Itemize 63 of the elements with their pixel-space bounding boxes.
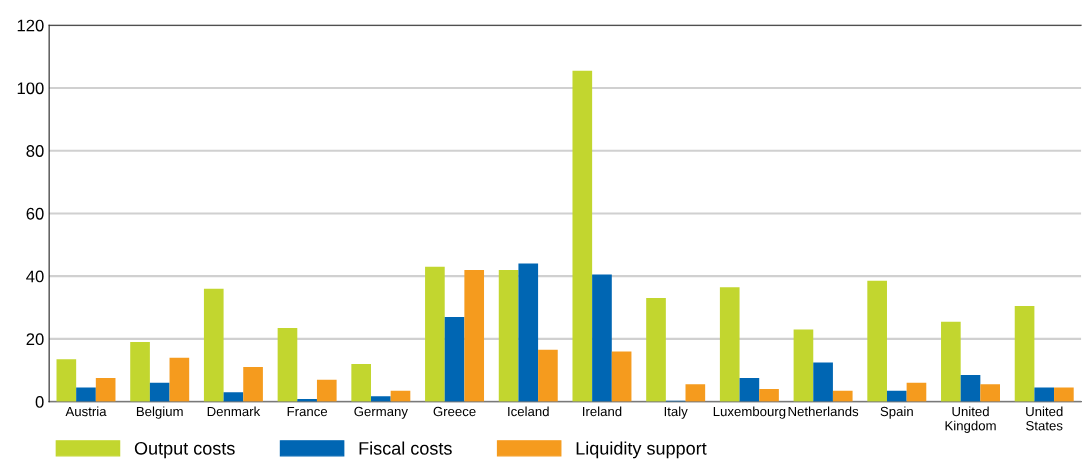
y-tick-label: 80: [26, 145, 44, 157]
bar: [169, 357, 190, 402]
y-tick-label: 0: [35, 396, 44, 408]
x-tick-label: Netherlands: [788, 406, 859, 417]
legend-label: Liquidity support: [576, 441, 707, 459]
x-tick-label: Luxembourg: [713, 406, 786, 419]
x-tick-label: Austria: [65, 406, 107, 417]
bar: [980, 384, 1000, 402]
bar: [685, 384, 706, 402]
x-tick-label: Spain: [880, 406, 913, 419]
bar: [95, 378, 116, 402]
x-tick-label: Iceland: [508, 406, 549, 417]
y-tick-label: 60: [26, 207, 44, 220]
bar: [498, 269, 519, 402]
legend-label: Fiscal costs: [359, 441, 452, 455]
bar: [793, 329, 814, 402]
x-tick-label: United Kingdom: [945, 406, 996, 433]
bar: [1054, 387, 1074, 402]
bar: [592, 274, 612, 402]
bar: [444, 316, 465, 402]
bar: [1034, 387, 1055, 402]
bar: [277, 327, 298, 402]
bar: [611, 351, 632, 402]
bar: [941, 321, 961, 402]
bar: [203, 288, 224, 402]
bar: [130, 342, 150, 402]
bar: [906, 382, 927, 402]
x-tick-label: Belgium: [136, 406, 183, 419]
bar: [1014, 305, 1035, 402]
bar: [960, 374, 981, 402]
bar: [867, 280, 887, 402]
bar: [316, 379, 337, 402]
bar: [886, 390, 907, 402]
bar: [464, 269, 485, 402]
x-tick-label: France: [287, 406, 328, 417]
x-tick-label: United States: [1026, 406, 1063, 431]
bar: [223, 392, 244, 402]
bar: [425, 266, 445, 402]
bar: [759, 389, 779, 402]
bar: [739, 378, 760, 402]
x-tick-label: Germany: [354, 406, 408, 419]
x-tick-label: Ireland: [583, 406, 622, 417]
bar: [371, 396, 391, 402]
legend-label: Output costs: [134, 441, 235, 459]
y-tick-label: 20: [26, 333, 44, 346]
bar: [572, 70, 593, 402]
bar: [646, 298, 666, 402]
y-tick-label: 100: [17, 82, 44, 95]
bar: [76, 387, 96, 402]
bar: [538, 349, 558, 402]
y-tick-label: 120: [17, 19, 44, 32]
bar: [719, 287, 740, 402]
y-tick-label: 40: [26, 270, 44, 283]
x-tick-label: Denmark: [207, 406, 261, 417]
bar: [243, 367, 263, 402]
x-tick-label: Greece: [433, 406, 476, 417]
bar: [351, 363, 372, 402]
bar: [518, 263, 539, 402]
bar: [832, 390, 853, 402]
bar: [813, 362, 833, 402]
bar: [56, 359, 77, 402]
bar: [149, 382, 170, 402]
x-tick-label: Italy: [664, 406, 688, 419]
